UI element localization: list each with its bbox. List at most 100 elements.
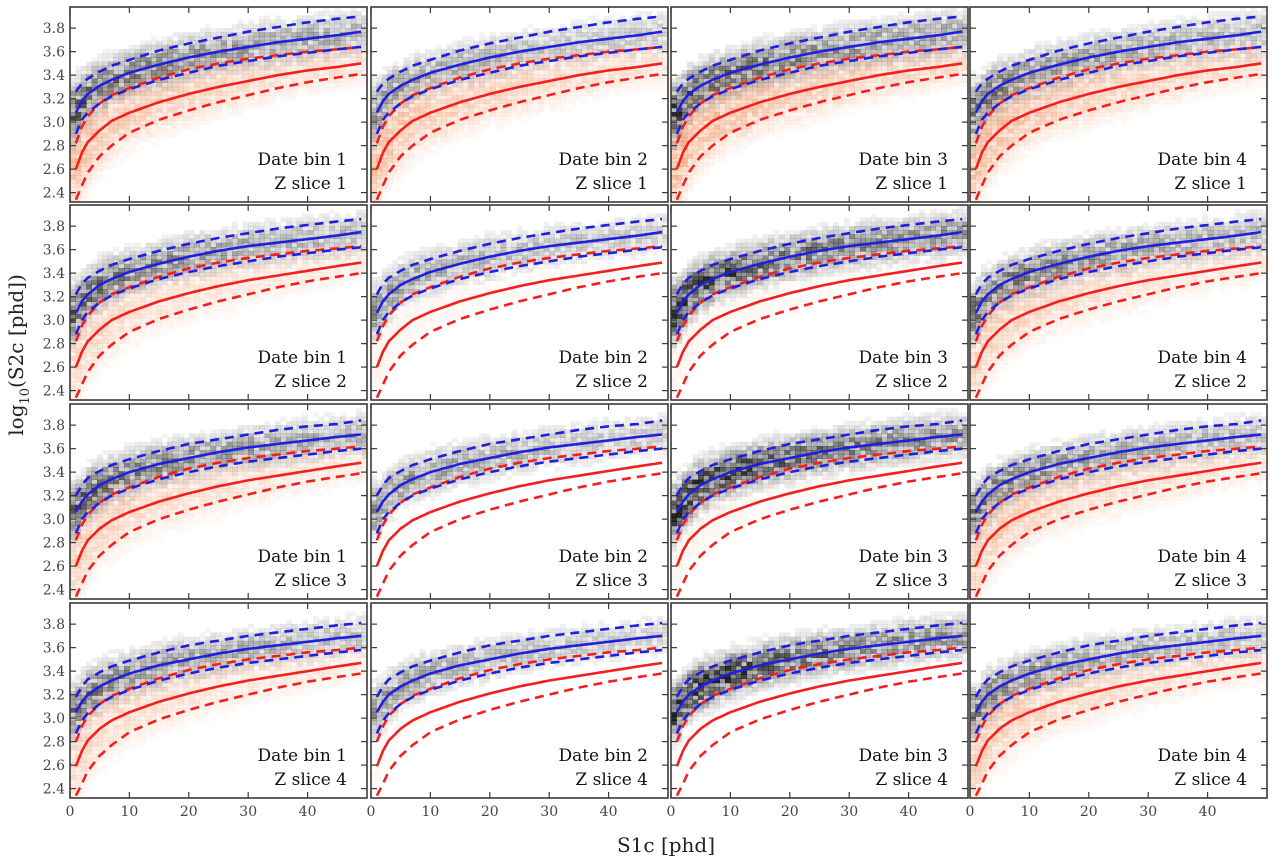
er-histogram-cell <box>698 74 704 79</box>
nr-histogram-cell <box>484 78 491 83</box>
nr-histogram-cell <box>581 82 588 88</box>
nr-histogram-cell <box>854 82 861 88</box>
nr-histogram-cell <box>387 141 393 146</box>
er-histogram-cell <box>70 141 76 146</box>
nr-histogram-cell <box>849 82 855 88</box>
nr-histogram-cell <box>865 53 872 58</box>
nr-histogram-cell <box>232 65 238 71</box>
nr-histogram-cell <box>970 196 976 201</box>
er-histogram-cell <box>838 65 845 71</box>
er-histogram-cell <box>97 112 103 117</box>
er-histogram-cell <box>735 70 742 75</box>
er-histogram-cell <box>334 23 341 29</box>
nr-histogram-cell <box>714 107 720 113</box>
er-histogram-cell <box>692 116 699 121</box>
nr-histogram-cell <box>408 91 415 96</box>
er-histogram-cell <box>522 65 528 71</box>
nr-histogram-cell <box>70 158 76 163</box>
er-histogram-cell <box>941 15 947 20</box>
er-histogram-cell <box>457 40 464 46</box>
nr-histogram-cell <box>903 61 909 67</box>
er-histogram-cell <box>345 19 352 25</box>
nr-histogram-cell <box>75 154 82 159</box>
nr-histogram-cell <box>356 74 362 79</box>
er-histogram-cell <box>962 28 968 33</box>
nr-histogram-cell <box>419 145 426 151</box>
nr-histogram-cell <box>145 112 152 117</box>
er-histogram-cell <box>371 91 377 96</box>
nr-histogram-cell <box>270 104 276 109</box>
nr-histogram-cell <box>280 65 287 71</box>
nr-histogram-cell <box>549 65 555 71</box>
nr-histogram-cell <box>376 175 383 180</box>
er-histogram-cell <box>107 57 114 62</box>
er-histogram-cell <box>538 49 545 54</box>
nr-histogram-cell <box>838 61 845 67</box>
er-histogram-cell <box>646 19 653 25</box>
nr-histogram-cell <box>221 70 227 75</box>
nr-histogram-cell <box>226 70 233 75</box>
nr-histogram-cell <box>172 99 179 104</box>
nr-histogram-cell <box>522 107 528 113</box>
nr-histogram-cell <box>425 99 431 104</box>
nr-histogram-cell <box>398 166 404 172</box>
nr-histogram-cell <box>570 78 577 83</box>
er-histogram-cell <box>178 40 184 46</box>
er-histogram-cell <box>833 70 839 75</box>
nr-histogram-cell <box>576 65 582 71</box>
nr-histogram-cell <box>619 82 626 88</box>
nr-histogram-cell <box>816 82 823 88</box>
er-histogram-cell <box>183 61 190 67</box>
nr-histogram-cell <box>646 86 653 92</box>
nr-histogram-cell <box>495 61 501 67</box>
nr-histogram-cell <box>980 170 987 176</box>
er-histogram-cell <box>221 32 227 37</box>
nr-histogram-cell <box>624 57 631 62</box>
nr-histogram-cell <box>296 65 303 71</box>
nr-histogram-cell <box>789 65 796 71</box>
nr-histogram-cell <box>291 91 298 96</box>
nr-histogram-cell <box>533 65 539 71</box>
nr-histogram-cell <box>908 82 915 88</box>
er-histogram-cell <box>651 23 658 29</box>
er-histogram-cell <box>662 40 668 46</box>
nr-histogram-cell <box>452 82 458 88</box>
nr-histogram-cell <box>570 70 577 75</box>
nr-histogram-cell <box>714 99 720 104</box>
nr-histogram-cell <box>462 82 469 88</box>
nr-histogram-cell <box>398 179 404 184</box>
er-histogram-cell <box>914 15 920 20</box>
er-histogram-cell <box>387 95 393 100</box>
nr-histogram-cell <box>248 99 254 104</box>
er-histogram-cell <box>462 44 469 50</box>
nr-histogram-cell <box>935 49 942 54</box>
er-histogram-cell <box>860 19 866 25</box>
er-histogram-cell <box>441 91 447 96</box>
nr-histogram-cell <box>350 49 357 54</box>
nr-histogram-cell <box>178 112 184 117</box>
nr-histogram-cell <box>681 166 688 172</box>
nr-histogram-cell <box>511 95 518 100</box>
nr-histogram-cell <box>172 82 179 88</box>
nr-histogram-cell <box>784 95 791 100</box>
er-histogram-cell <box>286 49 292 54</box>
nr-histogram-cell <box>446 78 453 83</box>
nr-histogram-cell <box>876 49 882 54</box>
nr-histogram-cell <box>484 116 491 121</box>
er-histogram-cell <box>86 61 92 67</box>
nr-histogram-cell <box>329 49 335 54</box>
nr-histogram-cell <box>773 124 780 130</box>
er-histogram-cell <box>446 44 453 50</box>
nr-histogram-cell <box>970 191 976 197</box>
er-histogram-cell <box>746 86 753 92</box>
nr-histogram-cell <box>692 166 699 172</box>
nr-histogram-cell <box>970 175 976 180</box>
nr-histogram-cell <box>371 137 377 142</box>
nr-histogram-cell <box>468 82 474 88</box>
er-histogram-cell <box>924 36 931 41</box>
er-histogram-cell <box>253 28 260 33</box>
nr-histogram-cell <box>735 91 742 96</box>
nr-histogram-cell <box>908 86 915 92</box>
er-histogram-cell <box>843 53 850 58</box>
er-histogram-cell <box>97 103 103 109</box>
